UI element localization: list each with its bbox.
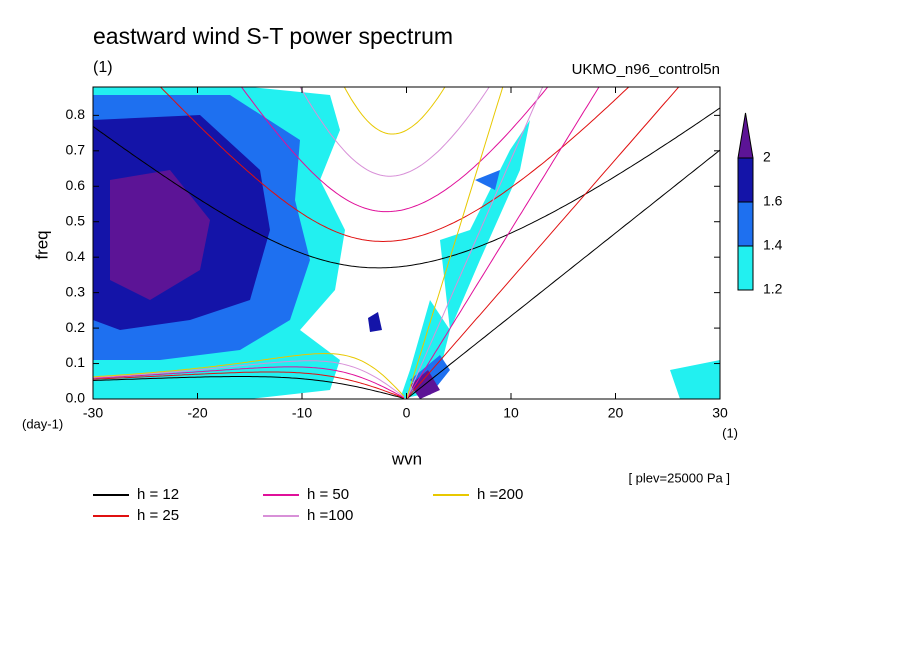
y-tick-label: 0.8 xyxy=(66,106,86,122)
dispersion-curve xyxy=(406,149,720,399)
x-tick-label: 20 xyxy=(608,405,624,421)
contour-field xyxy=(93,87,720,399)
x-tick-label: -30 xyxy=(83,405,103,421)
legend-label: h = 25 xyxy=(137,507,179,524)
legend-label: h =100 xyxy=(307,507,353,524)
dispersion-curve xyxy=(343,87,446,135)
dispersion-curve xyxy=(406,87,504,399)
y-tick-label: 0.1 xyxy=(66,354,86,370)
dispersion-curve xyxy=(93,107,720,269)
colorbar-extension xyxy=(737,112,754,159)
contour-region xyxy=(368,312,382,332)
x-tick-label: -20 xyxy=(187,405,207,421)
dispersion-curve xyxy=(93,366,405,399)
contour-region xyxy=(475,170,500,190)
dispersion-curve xyxy=(406,87,544,399)
dispersion-curve xyxy=(159,87,630,243)
y-tick-label: 0.4 xyxy=(66,248,86,264)
dispersion-curve xyxy=(93,376,405,399)
colorbar-segment xyxy=(737,201,754,247)
colorbar-segment xyxy=(737,245,754,291)
source-label: UKMO_n96_control5n xyxy=(572,61,720,78)
y-tick-label: 0.6 xyxy=(66,177,86,193)
colorbar-label: 2 xyxy=(763,149,771,165)
contour-region xyxy=(440,120,530,330)
dispersion-curve xyxy=(93,352,405,397)
dispersion-curve xyxy=(406,87,680,399)
colorbar-label: 1.6 xyxy=(763,193,783,209)
legend-label: h =200 xyxy=(477,486,523,503)
annotation: [ plev=25000 Pa ] xyxy=(628,470,730,485)
y-tick-label: 0.0 xyxy=(66,390,86,406)
dispersion-curve xyxy=(299,87,490,177)
subtitle: (1) xyxy=(93,59,113,76)
contour-region xyxy=(670,360,720,399)
colorbar-label: 1.2 xyxy=(763,281,783,297)
x-tick-label: 0 xyxy=(403,405,411,421)
colorbar-segment xyxy=(737,157,754,203)
x-tick-label: 10 xyxy=(503,405,519,421)
colorbar-label: 1.4 xyxy=(763,237,783,253)
y-axis-label: freq xyxy=(32,230,51,259)
dispersion-curve xyxy=(93,371,405,399)
x-axis-label: wvn xyxy=(391,449,422,468)
x-axis-unit: (1) xyxy=(722,425,738,440)
chart-title: eastward wind S-T power spectrum xyxy=(93,23,453,49)
dispersion-curves xyxy=(93,87,720,399)
y-tick-label: 0.7 xyxy=(66,142,86,158)
x-tick-label: 30 xyxy=(712,405,728,421)
contour-region xyxy=(110,170,210,300)
x-tick-label: -10 xyxy=(292,405,312,421)
dispersion-curve xyxy=(93,360,405,398)
dispersion-curve xyxy=(406,87,600,399)
y-tick-label: 0.2 xyxy=(66,319,86,335)
contour-region xyxy=(400,300,450,399)
y-axis-unit: (day-1) xyxy=(22,416,63,431)
legend-label: h = 12 xyxy=(137,486,179,503)
legend-label: h = 50 xyxy=(307,486,349,503)
y-tick-label: 0.3 xyxy=(66,283,86,299)
dispersion-curve xyxy=(240,87,549,213)
y-tick-label: 0.5 xyxy=(66,212,86,228)
